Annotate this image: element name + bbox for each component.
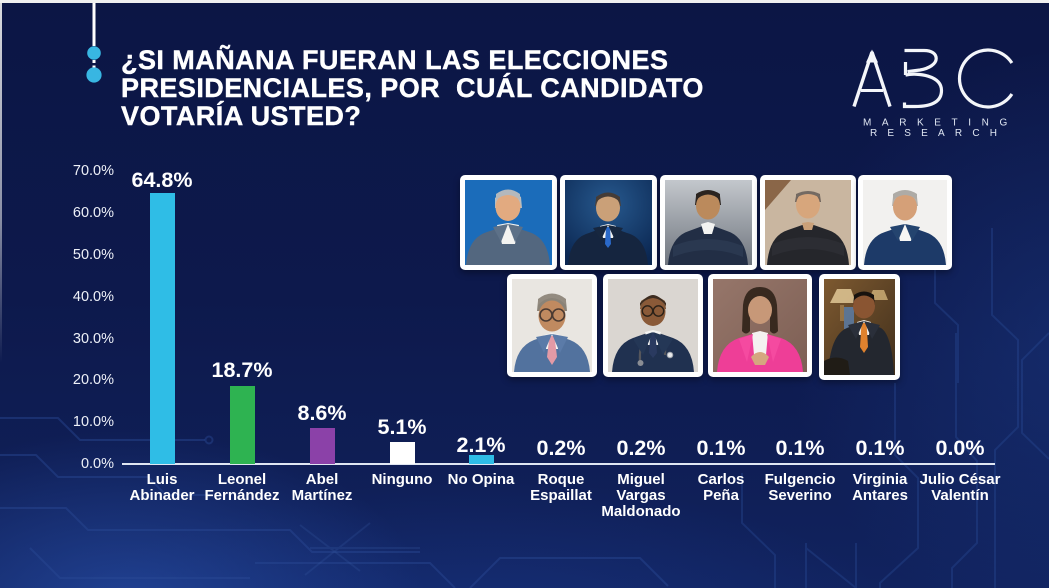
svg-text:RESEARCH: RESEARCH bbox=[870, 128, 1007, 139]
svg-text:MARKETING: MARKETING bbox=[863, 118, 1018, 129]
